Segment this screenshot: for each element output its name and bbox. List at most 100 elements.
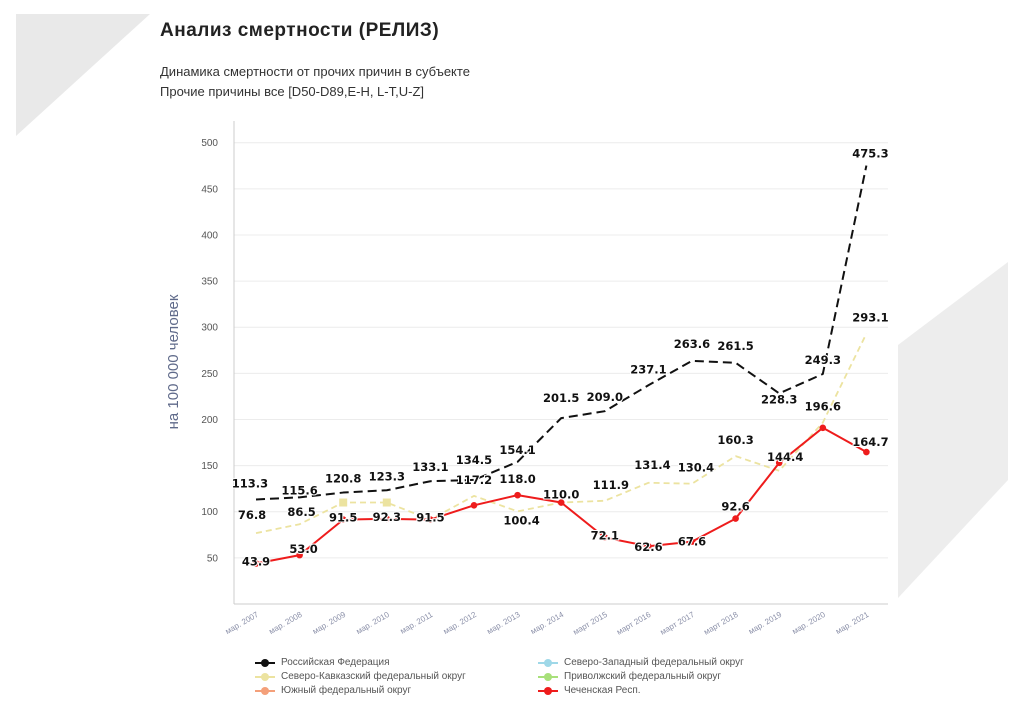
x-tick-label: март 2015 — [571, 610, 609, 637]
legend-item[interactable]: Российская Федерация — [255, 657, 390, 668]
data-point-chechnya — [514, 491, 521, 499]
x-tick-label: мар. 2010 — [355, 610, 392, 636]
legend-item[interactable]: Приволжский федеральный округ — [538, 671, 721, 682]
legend-marker-icon — [538, 672, 558, 682]
data-label: 293.1 — [852, 311, 888, 325]
data-label: 115.6 — [281, 483, 317, 497]
x-tick-label: мар. 2021 — [834, 610, 871, 636]
chart-subtitle-line2: Прочие причины все [D50-D89,E-H, L-T,U-Z… — [160, 84, 424, 99]
legend-label: Северо-Западный федеральный округ — [564, 657, 744, 668]
data-label: 111.9 — [593, 478, 629, 492]
data-point-skfo — [339, 498, 348, 507]
data-label: 110.0 — [543, 488, 579, 502]
data-label: 160.3 — [717, 433, 753, 447]
data-point-chechnya — [601, 534, 609, 541]
data-point-chechnya — [688, 538, 696, 545]
x-tick-label: мар. 2013 — [485, 610, 522, 636]
x-tick-label: март 2016 — [615, 610, 653, 637]
y-tick-label: 100 — [201, 507, 218, 518]
data-point-chechnya — [339, 516, 347, 523]
legend-marker-icon — [255, 658, 275, 668]
data-label: 113.3 — [232, 476, 268, 490]
y-tick-label: 150 — [201, 461, 218, 472]
x-tick-label: мар. 2019 — [747, 610, 784, 636]
data-label: 117.2 — [456, 473, 492, 487]
legend-item[interactable]: Северо-Западный федеральный округ — [538, 657, 744, 668]
legend-marker-icon — [255, 672, 275, 682]
data-point-chechnya — [252, 560, 260, 567]
data-label: 261.5 — [717, 339, 753, 353]
data-label: 118.0 — [499, 472, 535, 486]
data-label: 92.3 — [373, 510, 401, 524]
data-label: 249.3 — [805, 353, 841, 367]
x-tick-label: мар. 2012 — [442, 610, 479, 636]
data-label: 228.3 — [761, 392, 797, 406]
data-label: 43.9 — [242, 555, 270, 569]
data-label: 196.6 — [805, 400, 841, 414]
data-point-chechnya — [557, 499, 565, 506]
data-label: 154.1 — [499, 443, 535, 457]
x-tick-label: март 2017 — [659, 610, 697, 637]
data-point-chechnya — [427, 516, 434, 523]
x-tick-label: мар. 2014 — [529, 610, 566, 636]
y-axis-title: на 100 000 человек — [165, 294, 182, 429]
x-tick-label: мар. 2011 — [399, 610, 435, 636]
legend-label: Северо-Кавказский федеральный округ — [281, 671, 466, 682]
data-label: 164.7 — [852, 435, 888, 449]
legend-item[interactable]: Южный федеральный округ — [255, 685, 411, 696]
data-point-skfo — [382, 498, 391, 507]
data-label: 76.8 — [238, 508, 266, 522]
data-point-chechnya — [775, 459, 783, 467]
legend-label: Чеченская Респ. — [564, 685, 641, 696]
legend-label: Российская Федерация — [281, 657, 390, 668]
legend-marker-icon — [255, 686, 275, 696]
x-tick-label: мар. 2008 — [267, 610, 304, 636]
data-label: 92.6 — [721, 500, 749, 514]
data-label: 100.4 — [503, 513, 539, 527]
x-tick-label: март 2018 — [702, 610, 740, 637]
y-tick-label: 350 — [201, 277, 218, 288]
chart-subtitle-line1: Динамика смертности от прочих причин в с… — [160, 64, 470, 79]
legend-marker-icon — [538, 686, 558, 696]
data-label: 86.5 — [287, 505, 315, 519]
page-title: Анализ смертности (РЕЛИЗ) — [160, 20, 440, 41]
legend-item[interactable]: Чеченская Респ. — [538, 685, 641, 696]
data-point-chechnya — [296, 551, 303, 559]
x-tick-label: мар. 2020 — [791, 610, 828, 636]
legend-label: Южный федеральный округ — [281, 685, 412, 696]
x-tick-label: мар. 2009 — [311, 610, 348, 636]
data-point-chechnya — [470, 501, 478, 509]
y-tick-label: 500 — [201, 138, 218, 149]
legend-marker-icon — [538, 658, 558, 668]
data-label: 120.8 — [325, 472, 361, 486]
data-label: 237.1 — [630, 362, 666, 376]
data-point-chechnya — [863, 448, 870, 456]
data-label: 62.6 — [634, 540, 662, 554]
data-label: 263.6 — [674, 337, 710, 351]
data-point-chechnya — [383, 515, 391, 523]
x-tick-label: мар. 2007 — [224, 610, 261, 636]
legend-label: Приволжский федеральный округ — [564, 671, 721, 682]
data-label: 130.4 — [678, 461, 714, 475]
y-tick-label: 200 — [201, 415, 218, 426]
data-label: 201.5 — [543, 391, 579, 405]
y-tick-label: 450 — [201, 184, 218, 195]
y-tick-label: 300 — [201, 323, 218, 334]
data-label: 67.6 — [678, 535, 706, 549]
data-label: 475.3 — [852, 147, 888, 161]
data-point-chechnya — [645, 542, 652, 550]
data-label: 91.5 — [416, 511, 444, 525]
data-label: 53.0 — [289, 542, 317, 556]
y-tick-label: 250 — [201, 369, 218, 380]
data-label: 123.3 — [369, 469, 405, 483]
data-point-chechnya — [732, 515, 739, 522]
data-point-chechnya — [819, 424, 827, 432]
data-label: 131.4 — [634, 458, 670, 472]
legend-item[interactable]: Северо-Кавказский федеральный округ — [255, 671, 466, 682]
data-label: 134.5 — [456, 453, 492, 467]
data-label: 144.4 — [767, 450, 803, 464]
data-label: 72.1 — [591, 528, 619, 542]
y-tick-label: 400 — [201, 230, 218, 241]
